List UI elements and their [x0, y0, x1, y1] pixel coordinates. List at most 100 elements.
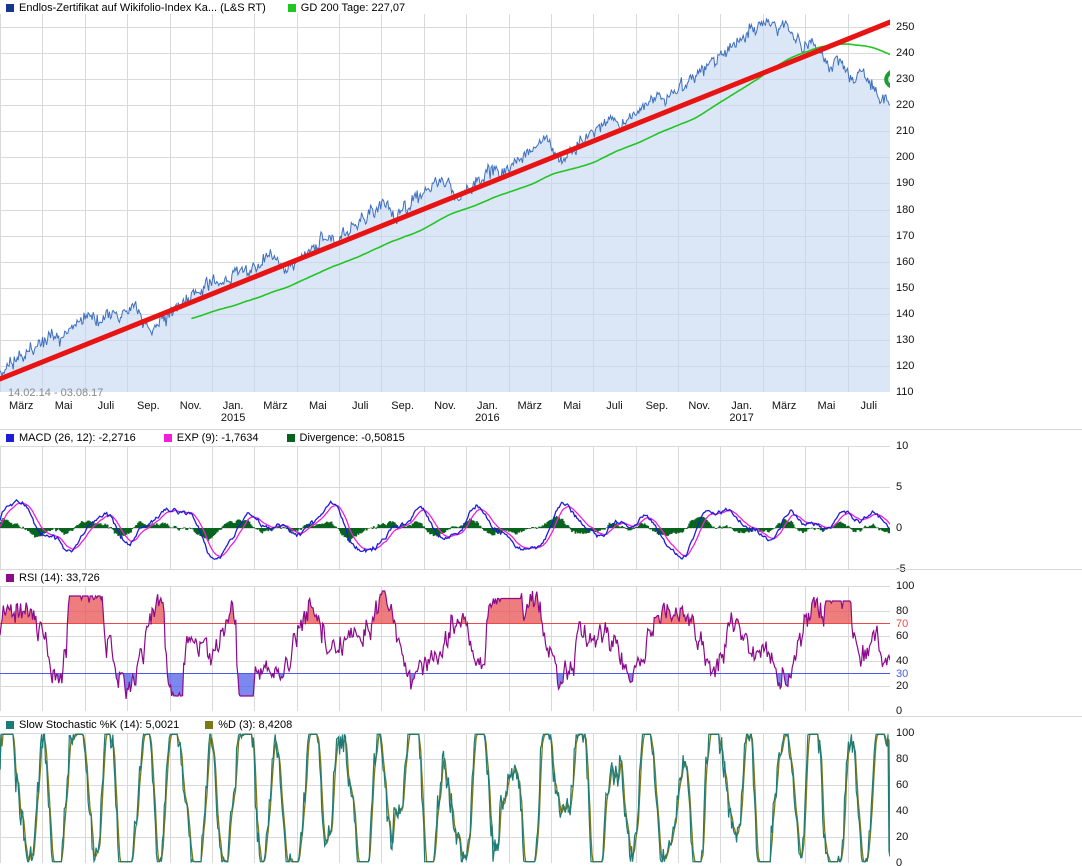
- y-axis-tick: 210: [896, 125, 915, 138]
- y-axis-tick: 80: [896, 605, 909, 617]
- legend-item-gd200-series[interactable]: GD 200 Tage: 227,07: [287, 1, 406, 15]
- macd-plot-area[interactable]: [0, 446, 890, 569]
- legend-swatch-stoch-k-series: [6, 721, 14, 729]
- main-chart-legend: Endlos-Zertifikat auf Wikifolio-Index Ka…: [6, 1, 431, 15]
- y-axis-tick: 170: [896, 229, 915, 242]
- y-axis-tick: 250: [896, 21, 915, 34]
- y-axis-tick: 20: [896, 680, 909, 692]
- macd-legend: MACD (26, 12): -2,2716 EXP (9): -1,7634 Di…: [6, 431, 431, 445]
- x-axis-tick: Jan. 2015: [220, 400, 246, 424]
- legend-item-macd-series[interactable]: MACD (26, 12): -2,2716: [6, 431, 136, 445]
- y-axis-tick: 220: [896, 99, 915, 112]
- macd-panel: -5 0 5 10: [0, 441, 1082, 575]
- macd-divider: [0, 429, 1082, 430]
- y-axis-tick: 160: [896, 255, 915, 268]
- y-axis-tick: 200: [896, 151, 915, 164]
- y-axis-tick: 140: [896, 307, 915, 320]
- y-axis-tick: 240: [896, 47, 915, 60]
- y-axis-tick: 20: [896, 831, 909, 843]
- y-axis-tick: 100: [896, 727, 915, 739]
- rsi-overbought-fill: [2, 591, 851, 624]
- x-axis-tick: Nov.: [688, 400, 711, 412]
- y-axis-tick: 130: [896, 333, 915, 346]
- x-axis-tick: Nov.: [179, 400, 202, 412]
- macd-svg: [0, 446, 890, 569]
- y-axis-tick: 30: [896, 667, 909, 680]
- price-plot-area[interactable]: [0, 14, 890, 392]
- x-axis-tick: Mai: [54, 400, 73, 412]
- price-line: [0, 18, 890, 378]
- rsi-panel: 0 20 30 40 60 70 80 100: [0, 581, 1082, 717]
- legend-item-stoch-k-series[interactable]: Slow Stochastic %K (14): 5,0021: [6, 718, 179, 732]
- trendline-annotation: [0, 19, 890, 382]
- x-axis-tick: Sep.: [137, 400, 160, 412]
- legend-item-rsi-series[interactable]: RSI (14): 33,726: [6, 571, 100, 585]
- legend-label-gd200-series: GD 200 Tage: 227,07: [300, 2, 406, 14]
- date-range-label: 14.02.14 - 03.08.17: [8, 387, 104, 399]
- legend-label-rsi-series: RSI (14): 33,726: [19, 572, 100, 584]
- stochastic-panel: 0 20 40 60 80 100: [0, 728, 1082, 866]
- y-axis-tick: 0: [896, 522, 903, 534]
- stochastic-plot-area[interactable]: [0, 733, 890, 863]
- y-axis-tick: 0: [896, 857, 903, 866]
- y-axis-tick: 100: [896, 580, 915, 592]
- x-axis-tick: Juli: [606, 400, 623, 412]
- y-axis-tick: 0: [896, 705, 903, 717]
- price-svg: [0, 14, 890, 392]
- macd-y-axis: -5 0 5 10: [896, 441, 956, 575]
- y-axis-tick: 5: [896, 481, 903, 493]
- y-axis-tick: 70: [896, 617, 909, 630]
- x-axis-tick: März: [771, 400, 797, 412]
- rsi-line: [0, 590, 890, 700]
- stochastic-y-axis: 0 20 40 60 80 100: [896, 728, 956, 866]
- stoch-k-line: [0, 733, 890, 863]
- legend-swatch-price-series: [6, 4, 14, 12]
- legend-label-macd-series: MACD (26, 12): -2,2716: [19, 432, 136, 444]
- rsi-divider: [0, 569, 1082, 570]
- legend-swatch-rsi-series: [6, 574, 14, 582]
- legend-swatch-stoch-d-series: [205, 721, 214, 729]
- legend-label-stoch-k-series: Slow Stochastic %K (14): 5,0021: [19, 719, 180, 731]
- x-axis-tick: Juli: [860, 400, 878, 412]
- x-axis-tick: Sep.: [391, 400, 414, 412]
- y-axis-tick: 230: [896, 73, 915, 86]
- y-axis-tick: 180: [896, 203, 915, 216]
- legend-swatch-exp-series: [163, 434, 172, 442]
- x-axis-tick: Mai: [308, 400, 327, 412]
- x-axis-tick: Jan. 2016: [475, 400, 500, 424]
- rsi-plot-area[interactable]: [0, 586, 890, 711]
- legend-item-price-series[interactable]: Endlos-Zertifikat auf Wikifolio-Index Ka…: [6, 1, 266, 15]
- legend-label-divergence-series: Divergence: -0,50815: [299, 432, 405, 444]
- exp-line: [0, 502, 890, 558]
- legend-swatch-macd-series: [6, 434, 14, 442]
- rsi-y-axis: 0 20 30 40 60 70 80 100: [896, 581, 956, 717]
- legend-label-price-series: Endlos-Zertifikat auf Wikifolio-Index Ka…: [19, 2, 266, 14]
- stochastic-legend: Slow Stochastic %K (14): 5,0021 %D (3): 8…: [6, 718, 318, 732]
- x-axis-tick: Sep.: [645, 400, 669, 412]
- y-axis-tick: 150: [896, 281, 915, 294]
- macd-line: [0, 498, 890, 560]
- legend-label-stoch-d-series: %D (3): 8,4208: [218, 719, 293, 731]
- x-axis-tick: Mai: [563, 400, 581, 412]
- legend-item-stoch-d-series[interactable]: %D (3): 8,4208: [205, 718, 292, 732]
- rsi-svg: [0, 586, 890, 711]
- legend-item-exp-series[interactable]: EXP (9): -1,7634: [163, 431, 259, 445]
- ellipse-annotation: [884, 60, 890, 93]
- legend-swatch-gd200-series: [287, 4, 296, 12]
- x-axis-tick: Juli: [351, 400, 369, 412]
- x-axis-tick: Nov.: [434, 400, 456, 412]
- main-x-axis: März Mai Juli Sep. Nov. Jan. 2015 März Mai Juli Se…: [0, 400, 890, 430]
- price-panel: 110 120 130 140 150 160 170 180 190 200 210 220 230 2…: [0, 14, 1082, 398]
- legend-label-exp-series: EXP (9): -1,7634: [176, 432, 259, 444]
- legend-swatch-divergence-series: [286, 434, 295, 442]
- x-axis-tick: März: [8, 400, 34, 412]
- legend-item-divergence-series[interactable]: Divergence: -0,50815: [286, 431, 405, 445]
- x-axis-tick: März: [263, 400, 288, 412]
- x-axis-tick: Jan. 2017: [729, 400, 754, 424]
- stochastic-svg: [0, 733, 890, 863]
- y-axis-tick: 40: [896, 805, 909, 817]
- y-axis-tick: 110: [896, 386, 914, 398]
- rsi-legend: RSI (14): 33,726: [6, 571, 100, 585]
- stochastic-divider: [0, 716, 1082, 717]
